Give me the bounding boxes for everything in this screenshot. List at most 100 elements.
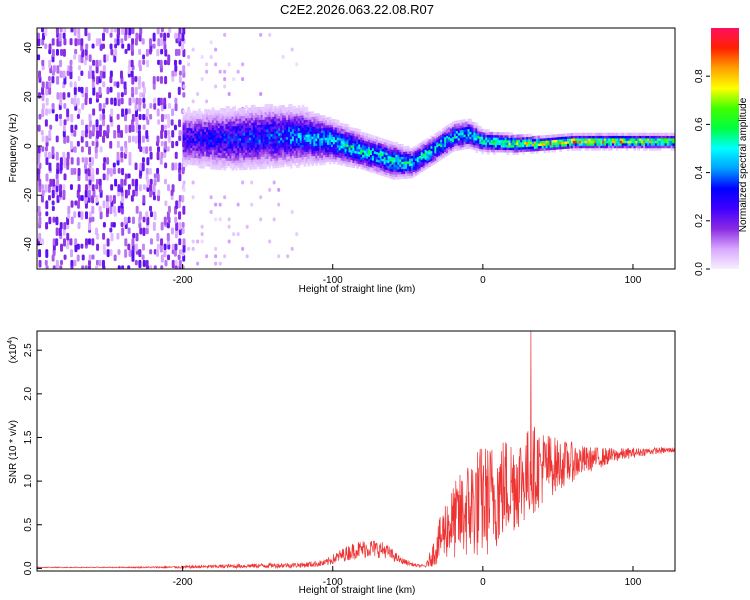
heatmap-cell <box>366 138 369 142</box>
heatmap-cell <box>528 146 531 150</box>
heatmap-cell <box>524 136 527 140</box>
heatmap-cell <box>258 119 262 123</box>
heatmap-cell <box>239 159 242 163</box>
heatmap-cell <box>113 205 117 214</box>
heatmap-cell <box>274 142 277 147</box>
heatmap-cell <box>301 109 305 113</box>
heatmap-cell <box>295 115 299 119</box>
heatmap-cell <box>241 110 244 114</box>
heatmap-cell <box>128 28 132 36</box>
heatmap-cell <box>252 163 256 168</box>
heatmap-cell <box>393 164 396 168</box>
heatmap-cell <box>403 160 406 165</box>
heatmap-cell <box>48 108 52 115</box>
heatmap-cell <box>270 116 274 120</box>
heatmap-cell <box>401 175 404 180</box>
heatmap-cell <box>311 128 315 132</box>
heatmap-cell <box>299 142 303 146</box>
heatmap-cell <box>286 109 289 113</box>
heatmap-cell <box>231 113 235 117</box>
heatmap-cell <box>289 103 293 108</box>
heatmap-cell <box>223 157 227 161</box>
heatmap-cell <box>196 261 200 266</box>
heatmap-cell <box>127 189 131 196</box>
heatmap-cell <box>334 134 338 138</box>
heatmap-cell <box>237 110 240 114</box>
heatmap-cell <box>264 111 268 115</box>
heatmap-cell <box>241 157 244 161</box>
heatmap-cell <box>102 173 106 181</box>
heatmap-cell <box>299 149 303 153</box>
heatmap-cell <box>570 142 574 146</box>
heatmap-cell <box>481 138 484 142</box>
heatmap-cell <box>377 164 381 168</box>
heatmap-cell <box>461 119 465 123</box>
heatmap-cell <box>45 135 49 143</box>
heatmap-cell <box>323 129 326 133</box>
heatmap-cell <box>74 124 78 130</box>
heatmap-cell <box>41 65 45 71</box>
heatmap-cell <box>352 152 355 156</box>
heatmap-cell <box>213 132 217 136</box>
heatmap-cell <box>177 200 181 209</box>
heatmap-cell <box>315 142 318 147</box>
heatmap-cell <box>459 129 463 133</box>
heatmap-cell <box>535 145 539 149</box>
heatmap-cell <box>301 119 305 123</box>
heatmap-cell <box>194 110 197 114</box>
heatmap-cell <box>481 128 484 133</box>
heatmap-cell <box>475 130 478 134</box>
heatmap-cell <box>645 132 648 136</box>
heatmap-cell <box>55 238 59 246</box>
heatmap-cell <box>109 227 113 233</box>
heatmap-cell <box>432 149 436 153</box>
heatmap-cell <box>173 70 177 77</box>
heatmap-cell <box>373 167 377 172</box>
heatmap-cell <box>247 154 250 158</box>
heatmap-cell <box>241 112 244 117</box>
heatmap-cell <box>317 130 320 134</box>
heatmap-cell <box>207 116 211 120</box>
heatmap-cell <box>438 130 441 134</box>
heatmap-cell <box>545 134 549 139</box>
heatmap-cell <box>379 164 383 169</box>
heatmap-cell <box>652 132 656 136</box>
heatmap-cell <box>241 162 244 166</box>
heatmap-cell <box>592 147 596 151</box>
heatmap-cell <box>52 265 56 269</box>
heatmap-cell <box>578 145 582 149</box>
heatmap-cell <box>264 109 268 113</box>
heatmap-cell <box>120 97 124 105</box>
heatmap-cell <box>171 140 175 149</box>
heatmap-cell <box>327 149 330 153</box>
heatmap-cell <box>225 125 229 129</box>
heatmap-cell <box>594 142 597 146</box>
heatmap-cell <box>184 156 188 160</box>
heatmap-cell <box>231 155 235 159</box>
heatmap-cell <box>291 152 295 157</box>
heatmap-cell <box>278 149 281 153</box>
heatmap-cell <box>202 148 205 152</box>
heatmap-cell <box>287 158 291 162</box>
heatmap-cell <box>186 151 190 155</box>
heatmap-cell <box>311 113 315 117</box>
heatmap-cell <box>434 160 437 164</box>
heatmap-cell <box>436 156 439 160</box>
heatmap-cell <box>498 144 502 148</box>
heatmap-cell <box>280 139 283 143</box>
heatmap-cell <box>301 139 305 143</box>
heatmap-cell <box>299 122 303 126</box>
heatmap-cell <box>461 126 465 131</box>
heatmap-cell <box>461 136 465 140</box>
heatmap-cell <box>408 170 412 174</box>
heatmap-cell <box>348 161 352 165</box>
heatmap-cell <box>145 167 149 175</box>
heatmap-cell <box>590 142 594 146</box>
heatmap-cell <box>576 147 580 151</box>
heatmap-cell <box>270 160 274 164</box>
heatmap-cell <box>237 113 240 117</box>
heatmap-cell <box>323 137 326 141</box>
heatmap-cell <box>184 149 188 153</box>
heatmap-cell <box>375 156 379 160</box>
heatmap-cell <box>526 138 529 142</box>
